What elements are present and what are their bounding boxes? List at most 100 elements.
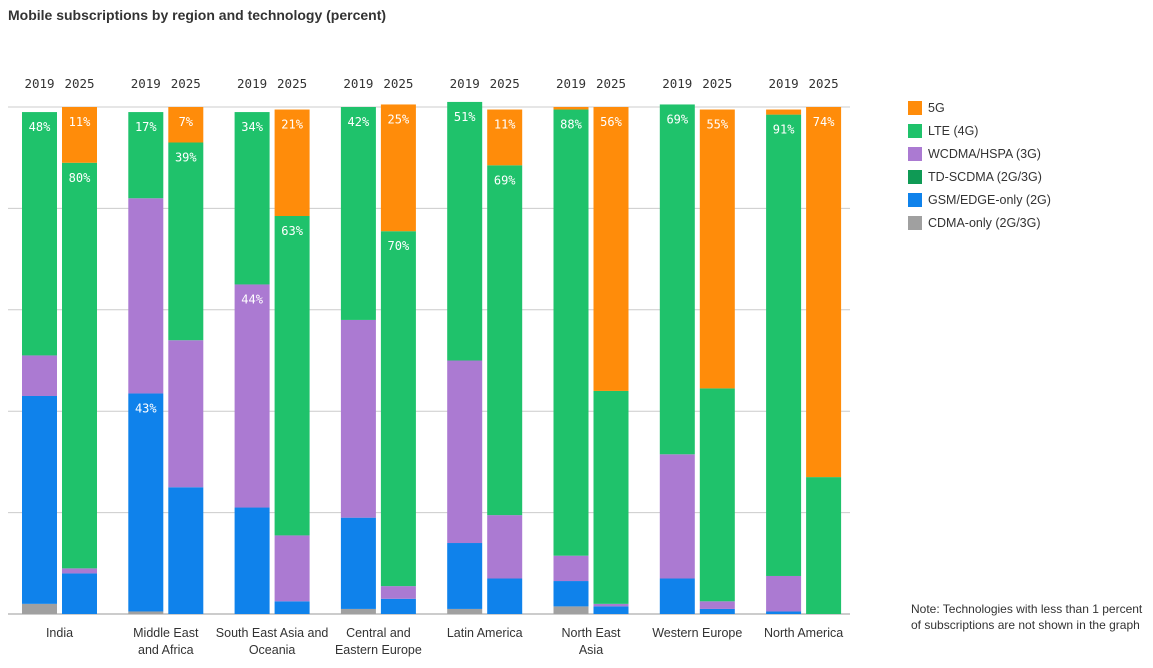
bar-segment-cdma-only-2g-3g xyxy=(128,611,164,614)
data-label: 69% xyxy=(494,173,516,187)
bar-segment-gsm-edge-only-2g xyxy=(447,543,483,609)
data-label: 17% xyxy=(135,120,157,134)
data-label: 88% xyxy=(560,118,582,132)
data-label: 74% xyxy=(813,115,835,129)
bar-segment-gsm-edge-only-2g xyxy=(380,598,416,614)
bar-segment-lte-4g xyxy=(699,388,735,602)
bar-segment-gsm-edge-only-2g xyxy=(22,395,57,604)
data-label: 91% xyxy=(773,123,795,137)
bar-segment-5g xyxy=(274,109,310,217)
legend-swatch-gsm xyxy=(908,192,922,207)
year-label: 2025 xyxy=(64,76,94,91)
region-label: Eastern Europe xyxy=(335,643,422,657)
bar-segment-lte-4g xyxy=(128,112,164,199)
data-label: 44% xyxy=(241,292,263,306)
chart-title: Mobile subscriptions by region and techn… xyxy=(8,7,387,23)
region-label: North East xyxy=(561,626,621,640)
data-label: 80% xyxy=(69,171,91,185)
bar-segment-5g xyxy=(62,107,97,163)
bar-segment-gsm-edge-only-2g xyxy=(340,517,376,609)
bar-segment-gsm-edge-only-2g xyxy=(234,507,270,614)
bar-segment-5g xyxy=(168,107,204,143)
legend-label-cdma: CDMA-only (2G/3G) xyxy=(928,215,1041,230)
bar-segment-lte-4g xyxy=(766,114,802,576)
region-label: North America xyxy=(764,626,843,640)
legend-swatch-td-scdma xyxy=(908,169,922,184)
bar-segment-gsm-edge-only-2g xyxy=(62,573,97,614)
data-label: 39% xyxy=(175,150,197,164)
year-label: 2025 xyxy=(171,76,201,91)
bar-segment-wcdma-hspa-3g xyxy=(659,454,695,579)
bar-segment-wcdma-hspa-3g xyxy=(487,515,523,579)
bar-segment-gsm-edge-only-2g xyxy=(766,611,802,614)
region-label: Middle East xyxy=(133,626,199,640)
bar-segment-gsm-edge-only-2g xyxy=(274,601,310,614)
year-label: 2025 xyxy=(596,76,626,91)
data-label: 70% xyxy=(388,239,410,253)
data-label: 43% xyxy=(135,401,157,415)
year-label: 2019 xyxy=(662,76,692,91)
bar-segment-gsm-edge-only-2g xyxy=(168,487,204,614)
bar-segment-cdma-only-2g-3g xyxy=(553,606,589,614)
legend-label-lte: LTE (4G) xyxy=(928,123,979,138)
bar-segment-wcdma-hspa-3g xyxy=(447,360,483,544)
bar-segment-5g xyxy=(593,107,629,391)
data-label: 69% xyxy=(666,112,688,126)
year-label: 2019 xyxy=(24,76,54,91)
bar-segment-cdma-only-2g-3g xyxy=(340,608,376,614)
bar-segment-lte-4g xyxy=(447,101,483,361)
bar-segment-wcdma-hspa-3g xyxy=(128,198,164,394)
bar-segment-wcdma-hspa-3g xyxy=(62,568,97,574)
legend-label-gsm: GSM/EDGE-only (2G) xyxy=(928,192,1051,207)
bar-segment-lte-4g xyxy=(22,112,57,356)
bar-segment-gsm-edge-only-2g xyxy=(128,393,164,612)
data-label: 34% xyxy=(241,120,263,134)
legend-item-cdma: CDMA-only (2G/3G) xyxy=(908,211,1051,234)
legend-swatch-5g xyxy=(908,100,922,115)
legend-item-td-scdma: TD-SCDMA (2G/3G) xyxy=(908,165,1051,188)
region-label: South East Asia and xyxy=(216,626,329,640)
legend-item-wcdma: WCDMA/HSPA (3G) xyxy=(908,142,1051,165)
footnote: Note: Technologies with less than 1 perc… xyxy=(911,601,1151,633)
year-label: 2019 xyxy=(131,76,161,91)
data-label: 42% xyxy=(348,115,370,129)
region-label: Central and xyxy=(346,626,411,640)
data-label: 51% xyxy=(454,110,476,124)
data-label: 11% xyxy=(69,115,91,129)
region-label: Asia xyxy=(579,643,603,657)
bar-segment-lte-4g xyxy=(659,104,695,455)
bar-segment-lte-4g xyxy=(380,231,416,587)
year-label: 2019 xyxy=(237,76,267,91)
data-label: 11% xyxy=(494,118,516,132)
bar-segment-lte-4g xyxy=(168,142,204,341)
year-label: 2025 xyxy=(277,76,307,91)
data-label: 21% xyxy=(281,118,303,132)
bar-segment-5g xyxy=(699,109,735,389)
legend-item-gsm: GSM/EDGE-only (2G) xyxy=(908,188,1051,211)
legend: 5G LTE (4G) WCDMA/HSPA (3G) TD-SCDMA (2G… xyxy=(908,96,1051,234)
bar-segment-gsm-edge-only-2g xyxy=(487,578,523,614)
bar-segment-gsm-edge-only-2g xyxy=(553,581,589,607)
bar-segment-cdma-only-2g-3g xyxy=(447,608,483,614)
data-label: 7% xyxy=(179,115,194,129)
bar-segment-lte-4g xyxy=(234,112,270,285)
bar-segment-cdma-only-2g-3g xyxy=(22,603,57,614)
year-label: 2025 xyxy=(383,76,413,91)
bar-segment-lte-4g xyxy=(62,162,97,569)
bar-segment-wcdma-hspa-3g xyxy=(340,319,376,518)
bar-segment-lte-4g xyxy=(487,165,523,516)
legend-swatch-wcdma xyxy=(908,146,922,161)
data-label: 48% xyxy=(29,120,51,134)
year-label: 2019 xyxy=(769,76,799,91)
bar-segment-wcdma-hspa-3g xyxy=(168,340,204,488)
data-label: 55% xyxy=(706,118,728,132)
region-label: and Africa xyxy=(138,643,194,657)
bar-segment-5g xyxy=(487,109,523,166)
year-label: 2025 xyxy=(809,76,839,91)
region-label: Latin America xyxy=(447,626,523,640)
legend-label-wcdma: WCDMA/HSPA (3G) xyxy=(928,146,1041,161)
footnote-line-1: Note: Technologies with less than 1 perc… xyxy=(911,602,1143,616)
legend-item-lte: LTE (4G) xyxy=(908,119,1051,142)
bar-segment-5g xyxy=(380,104,416,232)
bar-segment-lte-4g xyxy=(340,107,376,320)
